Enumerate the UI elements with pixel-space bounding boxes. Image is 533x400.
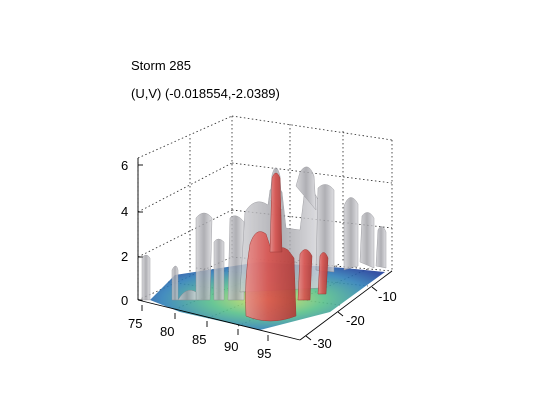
x-tick-label: 80 [160, 324, 174, 339]
y-tick-label: -20 [346, 313, 365, 328]
chart-subtitle: (U,V) (-0.018554,-2.0389) [131, 86, 280, 101]
y-tick-label: -10 [378, 289, 397, 304]
z-tick-label: 6 [121, 158, 128, 173]
axis-box [137, 270, 393, 341]
z-tick-label: 4 [121, 204, 128, 219]
x-tick-label: 75 [128, 316, 142, 331]
chart-title: Storm 285 [131, 58, 191, 73]
z-tick-label: 0 [121, 293, 128, 308]
x-tick-label: 95 [257, 346, 271, 361]
red-isosurface [245, 172, 329, 322]
y-tick-label: -30 [313, 336, 332, 351]
y-axis [305, 286, 378, 341]
x-tick-label: 90 [224, 339, 238, 354]
x-axis [141, 305, 269, 341]
z-tick-label: 2 [121, 249, 128, 264]
x-tick-label: 85 [192, 332, 206, 347]
